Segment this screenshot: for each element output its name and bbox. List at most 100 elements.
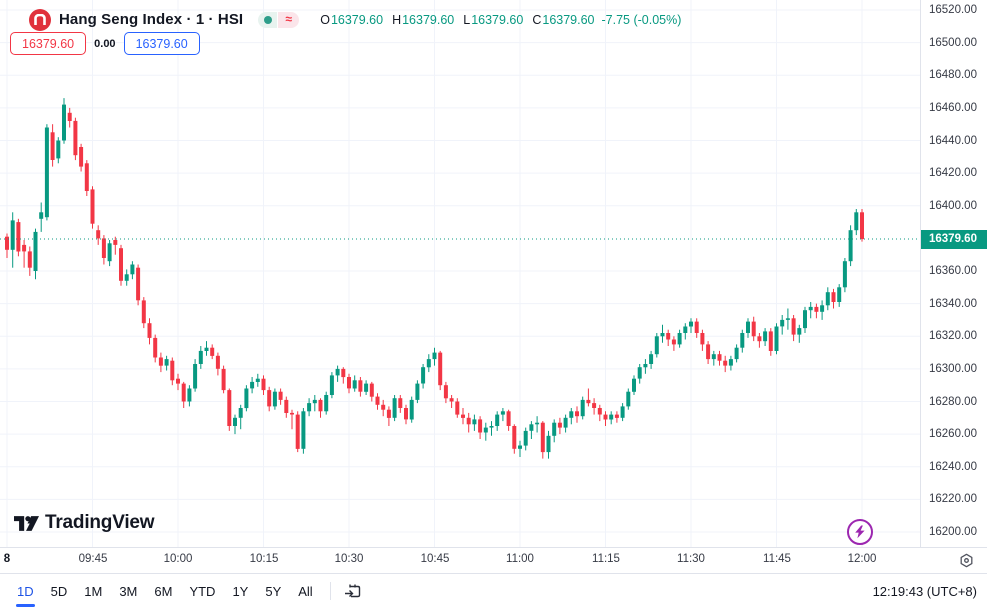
symbol-title[interactable]: Hang Seng Index · 1 · HSI <box>59 11 244 28</box>
symbol-legend: Hang Seng Index · 1 · HSI ≈ O 16379.60 H… <box>29 8 681 31</box>
candle <box>734 344 739 363</box>
candle <box>803 306 807 333</box>
time-axis-label: 10:15 <box>249 553 279 565</box>
price-axis-label: 16340.00 <box>929 298 977 310</box>
time-axis-label: 09:45 <box>78 553 108 565</box>
candle <box>706 341 711 364</box>
time-axis-label: 10:30 <box>334 553 364 565</box>
candle <box>643 359 648 374</box>
chart-canvas[interactable] <box>0 0 920 547</box>
candle <box>255 373 260 387</box>
candle <box>153 334 158 363</box>
candle <box>728 355 733 371</box>
candle <box>666 329 671 346</box>
candle <box>158 352 163 373</box>
axis-settings-gear-icon[interactable] <box>958 552 975 574</box>
candle <box>312 395 317 412</box>
range-button-1m[interactable]: 1M <box>84 583 103 599</box>
candle <box>119 244 123 286</box>
candle <box>335 365 340 382</box>
candle <box>187 385 192 407</box>
candle <box>244 385 249 412</box>
candle <box>751 316 756 342</box>
sell-button[interactable]: 16379.60 <box>10 32 87 55</box>
range-button-6m[interactable]: 6M <box>154 583 173 599</box>
candle <box>261 375 266 395</box>
candle <box>552 419 557 443</box>
candle <box>660 324 665 343</box>
time-axis-label: 12:00 <box>847 553 877 565</box>
candle <box>284 396 289 418</box>
candle <box>506 409 511 431</box>
candle <box>267 386 272 412</box>
tradingview-logo[interactable]: TradingView <box>14 512 155 534</box>
date-range-switcher: 1D 5D 1M 3M 6M YTD 1Y 5Y All <box>15 582 328 607</box>
candle <box>620 403 625 422</box>
go-to-date-button[interactable] <box>344 582 363 601</box>
buy-button[interactable]: 16379.60 <box>123 32 200 55</box>
range-button-5y[interactable]: 5Y <box>265 583 282 599</box>
candle <box>5 233 9 258</box>
candle <box>854 209 859 236</box>
candle <box>96 225 101 245</box>
candle <box>512 424 517 454</box>
time-axis-label: 10:00 <box>163 553 193 565</box>
candle <box>603 411 608 426</box>
candle <box>415 380 420 404</box>
tradingview-logo-icon <box>14 515 39 531</box>
candle <box>671 336 676 351</box>
price-axis-label: 16220.00 <box>929 493 977 505</box>
candle <box>272 388 277 410</box>
go-to-date-icon <box>344 584 360 597</box>
candle <box>500 408 505 422</box>
flash-order-button[interactable] <box>847 519 873 545</box>
candle <box>107 240 112 267</box>
range-button-ytd[interactable]: YTD <box>189 583 216 599</box>
candle <box>176 373 180 391</box>
candle <box>860 209 864 242</box>
range-button-1d[interactable]: 1D <box>15 583 35 607</box>
price-axis-label: 16520.00 <box>929 4 977 16</box>
candle <box>193 359 198 392</box>
delayed-data-icon[interactable]: ≈ <box>278 11 300 28</box>
candle <box>22 240 27 268</box>
candle <box>597 404 602 422</box>
price-axis-label: 16240.00 <box>929 461 977 473</box>
last-price-badge: 16379.60 <box>921 230 987 249</box>
candle <box>677 329 682 348</box>
candle <box>785 308 790 330</box>
symbol-status-pills: ≈ <box>258 11 300 28</box>
candle <box>238 404 243 430</box>
close-label: C <box>532 12 542 27</box>
candle <box>466 412 471 433</box>
market-open-status-icon[interactable] <box>258 11 278 28</box>
candle <box>757 333 762 348</box>
candle <box>478 416 483 439</box>
range-button-all[interactable]: All <box>298 583 313 599</box>
candle <box>398 395 403 413</box>
time-axis[interactable]: 8 09:45 10:00 10:15 10:30 10:45 11:00 11:15 11:3… <box>0 547 987 574</box>
symbol-logo[interactable] <box>29 8 51 31</box>
candle <box>56 137 61 164</box>
candle <box>523 427 528 451</box>
price-axis-label: 16480.00 <box>929 69 977 81</box>
candle <box>221 365 226 394</box>
time-axis-label: 11:45 <box>763 553 791 565</box>
current-time[interactable]: 12:19:43 (UTC+8) <box>872 583 977 599</box>
candle <box>170 357 175 386</box>
price-axis-label: 16280.00 <box>929 396 977 408</box>
candle <box>409 396 414 423</box>
candle <box>529 421 534 439</box>
candle <box>569 408 574 425</box>
price-axis[interactable]: 16520.00 16500.00 16480.00 16460.00 16440.00… <box>920 0 987 547</box>
candle <box>654 333 659 358</box>
range-button-3m[interactable]: 3M <box>119 583 138 599</box>
range-button-5d[interactable]: 5D <box>50 583 68 599</box>
candle <box>79 143 84 172</box>
high-value: 16379.60 <box>402 12 455 27</box>
candle <box>181 381 186 408</box>
low-value: 16379.60 <box>471 12 524 27</box>
range-button-1y[interactable]: 1Y <box>232 583 249 599</box>
candle <box>198 346 203 369</box>
candle <box>392 395 397 422</box>
